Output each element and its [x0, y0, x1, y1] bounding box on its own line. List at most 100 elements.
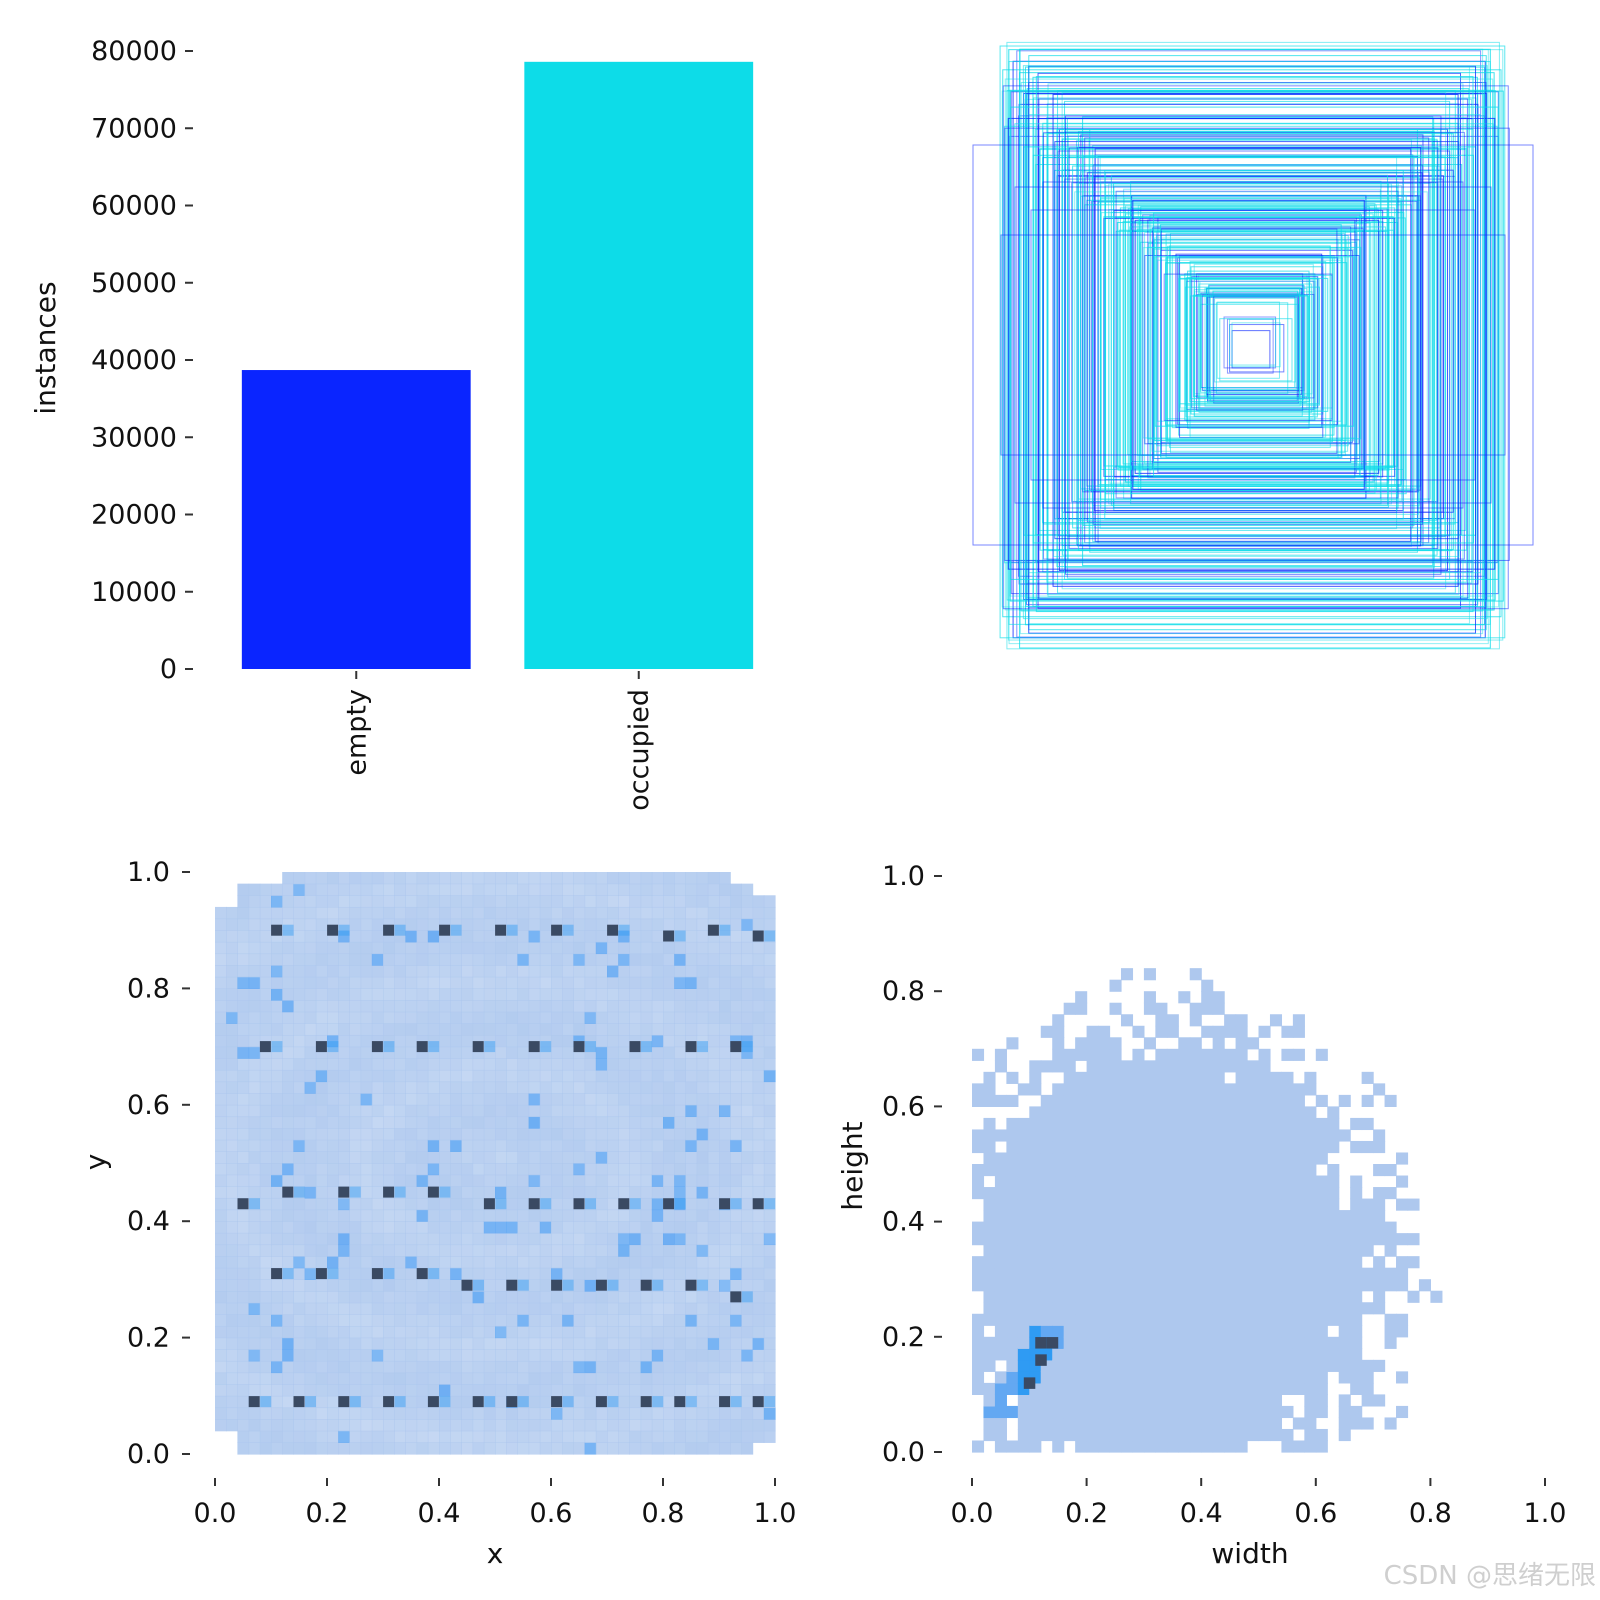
- wh-cell: [1235, 1083, 1248, 1096]
- xy-cell: [573, 1314, 586, 1327]
- wh-cell: [1166, 1210, 1179, 1223]
- xy-cell: [595, 1430, 608, 1443]
- xy-cell: [383, 976, 395, 989]
- xy-cell: [685, 1139, 698, 1152]
- wh-cell: [1006, 1440, 1019, 1453]
- xy-cell: [259, 1325, 272, 1339]
- box-rect: [1189, 278, 1311, 403]
- xy-cell: [349, 895, 362, 908]
- xy-cell: [271, 1023, 283, 1036]
- xy-cell: [551, 1244, 563, 1257]
- wh-cell: [1373, 1233, 1386, 1246]
- xy-cell: [506, 1360, 518, 1374]
- xy-cell: [595, 1314, 608, 1327]
- xy-cell: [696, 1384, 709, 1397]
- box-rect: [1074, 191, 1428, 502]
- xy-cell: [551, 930, 563, 943]
- xy-cell: [495, 953, 507, 966]
- xy-cell: [394, 1407, 406, 1420]
- xy-cell: [215, 1256, 227, 1269]
- xy-cell: [282, 1372, 294, 1385]
- wh-cell: [1052, 1198, 1065, 1211]
- xy-cell: [405, 1116, 418, 1129]
- xy-cell: [259, 895, 272, 908]
- wh-cell: [994, 1221, 1007, 1234]
- box-rect: [1006, 90, 1496, 601]
- xy-cell: [315, 1372, 328, 1385]
- xy-cell: [539, 1221, 552, 1234]
- xy-cell: [315, 1279, 328, 1292]
- wh-cell: [1224, 1175, 1237, 1188]
- xy-cell: [461, 953, 474, 966]
- wh-cell: [1109, 1256, 1122, 1269]
- xy-dense-cell: [551, 1279, 563, 1291]
- wh-cell: [1178, 1187, 1191, 1200]
- xy-cell: [394, 941, 406, 955]
- xy-cell: [248, 1314, 261, 1327]
- xy-cell: [618, 1395, 630, 1409]
- xy-cell: [483, 953, 496, 966]
- wh-cell: [1029, 1325, 1042, 1338]
- wh-cell: [1338, 1279, 1351, 1292]
- xy-cell: [719, 930, 731, 943]
- wh-cell: [1384, 1187, 1397, 1200]
- xy-cell: [741, 965, 754, 978]
- xy-cell: [327, 1128, 339, 1141]
- xy-cell: [618, 883, 630, 896]
- box-rect: [1100, 212, 1404, 470]
- xy-cell: [618, 1256, 630, 1269]
- xy-cell: [371, 872, 384, 885]
- xy-cell: [427, 1163, 440, 1176]
- xy-cell: [383, 1174, 395, 1187]
- xy-cell: [629, 976, 642, 989]
- xy-cell: [584, 930, 597, 943]
- xy-cell: [248, 976, 261, 989]
- wh-cell: [1292, 1233, 1305, 1246]
- wh-cell: [1132, 1267, 1145, 1280]
- xy-cell: [416, 1034, 429, 1048]
- xy-cell: [427, 1349, 440, 1362]
- wh-cell: [1281, 1348, 1294, 1361]
- xy-cell: [360, 1221, 373, 1234]
- xy-cell: [271, 941, 283, 955]
- wh-cell: [1120, 1244, 1134, 1257]
- xy-cell: [495, 918, 507, 931]
- xy-cell: [707, 1384, 720, 1397]
- xy-cell: [439, 1139, 451, 1152]
- xy-cell: [573, 1116, 586, 1129]
- xy-cell: [315, 1163, 328, 1176]
- wh-cell: [1212, 1210, 1225, 1223]
- wh-cell: [1258, 1336, 1271, 1349]
- xy-cell: [663, 1442, 675, 1455]
- wh-cell: [1098, 1221, 1111, 1234]
- xy-cell: [416, 1104, 429, 1118]
- wh-cell: [1086, 1198, 1099, 1211]
- xy-cell: [551, 883, 563, 896]
- wh-cell: [1304, 1336, 1317, 1349]
- xy-cell: [495, 1093, 507, 1106]
- xy-cell: [293, 872, 306, 885]
- xy-cell: [674, 1232, 686, 1246]
- wh-cell: [1224, 1140, 1237, 1154]
- xy-cell: [405, 1314, 418, 1327]
- xy-cell: [394, 1442, 406, 1455]
- wh-cell: [1350, 1382, 1363, 1395]
- wh-cell: [1132, 1256, 1145, 1269]
- xy-cell: [360, 1000, 373, 1013]
- xy-cell: [439, 1046, 451, 1059]
- xy-cell: [461, 1046, 474, 1059]
- wh-cell: [1120, 1382, 1134, 1395]
- xy-cell: [640, 1232, 653, 1246]
- wh-cell: [1224, 1187, 1237, 1200]
- xy-cell: [383, 1104, 395, 1118]
- xy-cell: [360, 1081, 373, 1094]
- wh-cell: [1189, 1198, 1202, 1211]
- xy-cell: [707, 1011, 720, 1024]
- xy-cell: [315, 1256, 328, 1269]
- xy-cell: [674, 1081, 686, 1094]
- xy-cell: [506, 872, 518, 885]
- box-rect: [1200, 293, 1301, 393]
- xy-cell: [371, 930, 384, 943]
- xy-cell: [271, 1430, 283, 1443]
- xy-cell: [405, 953, 418, 966]
